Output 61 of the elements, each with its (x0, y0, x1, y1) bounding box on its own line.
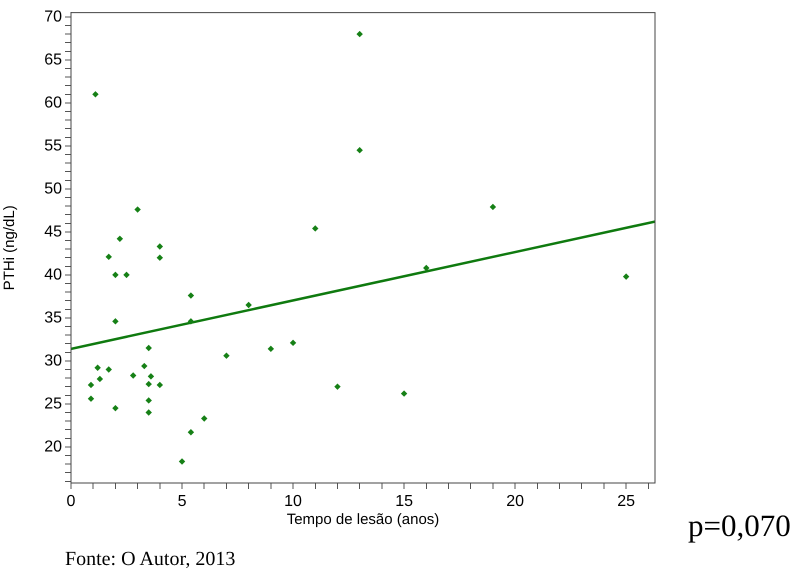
y-tick-label: 35 (44, 309, 62, 326)
point (146, 381, 152, 388)
x-tick-label: 15 (395, 493, 414, 510)
point (188, 429, 194, 436)
point (106, 366, 112, 372)
y-tick-label: 70 (44, 8, 62, 26)
point (112, 272, 118, 278)
point (188, 318, 194, 324)
point (92, 91, 98, 98)
y-tick-label: 60 (44, 94, 62, 112)
point (246, 302, 252, 308)
point (106, 254, 112, 260)
point (623, 274, 630, 280)
point (156, 254, 163, 261)
point (223, 352, 230, 359)
point (88, 396, 94, 402)
point (356, 31, 363, 38)
point (146, 409, 152, 416)
point (148, 373, 154, 380)
point (94, 364, 101, 371)
point (312, 225, 318, 232)
point (334, 384, 340, 390)
point (124, 272, 130, 278)
point (146, 344, 152, 351)
y-tick-label: 20 (44, 438, 62, 456)
point (88, 382, 94, 388)
point (156, 382, 163, 388)
x-tick-label: 0 (66, 493, 76, 510)
x-tick-label: 10 (284, 493, 302, 510)
point (112, 318, 118, 324)
point (141, 363, 148, 370)
point (116, 236, 123, 242)
point (156, 244, 163, 250)
x-axis-title: Tempo de lesão (anos) (286, 511, 440, 528)
point (268, 346, 274, 352)
y-tick-label: 45 (44, 223, 62, 240)
point (201, 416, 208, 422)
y-tick-label: 50 (44, 180, 62, 198)
point (96, 376, 103, 382)
point (356, 147, 363, 154)
text: p=0,070 (688, 508, 791, 544)
point (130, 372, 136, 379)
point (401, 390, 408, 397)
point (112, 405, 118, 412)
y-axis-title: PTHi (ng/dL) (1, 205, 18, 290)
x-tick-label: 25 (617, 493, 636, 510)
source-note: Fonte: O Autor, 2013 (65, 548, 236, 571)
point (146, 397, 152, 404)
x-tick-label: 5 (178, 493, 187, 510)
point (490, 204, 496, 210)
y-tick-label: 25 (44, 395, 62, 412)
y-tick-label: 65 (44, 51, 62, 68)
y-tick-label: 55 (44, 137, 62, 154)
point (290, 340, 296, 346)
point (188, 292, 194, 299)
y-tick-label: 30 (44, 352, 62, 370)
point (423, 265, 430, 272)
y-tick-label: 40 (44, 266, 62, 284)
x-tick-label: 20 (506, 493, 524, 510)
point (179, 458, 186, 464)
point (134, 206, 141, 213)
